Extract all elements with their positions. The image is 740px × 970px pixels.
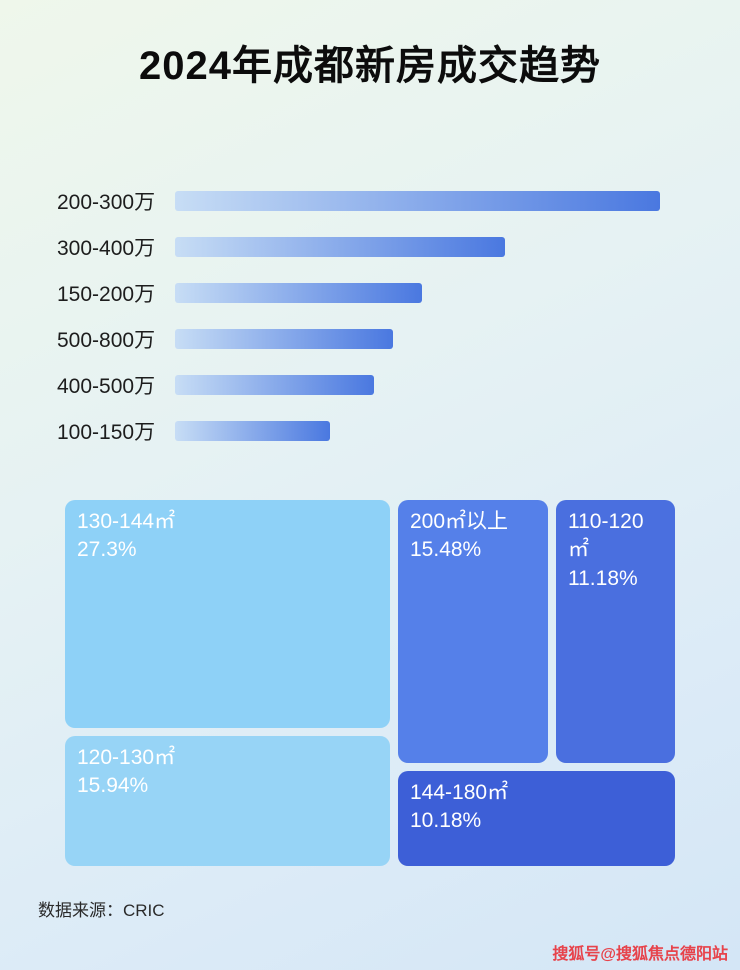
bar-track [175, 421, 660, 441]
bar-label: 400-500万 [57, 375, 156, 398]
treemap-right-column: 200㎡以上 15.48% 110-120㎡ 11.18% 144-180㎡ 1… [398, 500, 675, 866]
treemap-block-value: 15.48% [410, 538, 482, 562]
bar-track [175, 283, 660, 303]
treemap-block-value: 10.18% [410, 809, 482, 833]
bar [175, 329, 394, 349]
treemap-block-label: 110-120㎡ [568, 510, 644, 562]
watermark: 搜狐号@搜狐焦点德阳站 [552, 946, 728, 963]
treemap-block-110-120: 110-120㎡ 11.18% [556, 500, 675, 763]
bar [175, 237, 505, 257]
treemap-block-label: 120-130㎡ [77, 746, 176, 769]
bar-label: 100-150万 [57, 421, 156, 444]
price-range-bar-chart: 200-300万 300-400万 150-200万 500-800万 400-… [0, 178, 740, 454]
treemap-right-top-row: 200㎡以上 15.48% 110-120㎡ 11.18% [398, 500, 675, 763]
bar-label: 200-300万 [57, 191, 156, 214]
bar [175, 421, 331, 441]
treemap-block-label: 130-144㎡ [77, 510, 176, 533]
bar-label: 150-200万 [57, 283, 156, 306]
bar-label: 300-400万 [57, 237, 156, 260]
bar-row: 300-400万 [57, 224, 660, 270]
treemap-block-120-130: 120-130㎡ 15.94% [65, 736, 390, 866]
bar-row: 500-800万 [57, 316, 660, 362]
data-source: 数据来源：CRIC [38, 901, 165, 920]
bar [175, 191, 660, 211]
bar-track [175, 191, 660, 211]
treemap-block-130-144: 130-144㎡ 27.3% [65, 500, 390, 728]
treemap-block-label: 200㎡以上 [410, 510, 509, 533]
bar-row: 400-500万 [57, 362, 660, 408]
treemap-block-value: 11.18% [568, 566, 638, 590]
area-share-treemap: 130-144㎡ 27.3% 120-130㎡ 15.94% 200㎡以上 15… [65, 500, 675, 866]
treemap-block-value: 27.3% [77, 538, 137, 562]
bar [175, 375, 374, 395]
bar-track [175, 375, 660, 395]
treemap-block-144-180: 144-180㎡ 10.18% [398, 771, 675, 866]
treemap-left-column: 130-144㎡ 27.3% 120-130㎡ 15.94% [65, 500, 390, 866]
bar-label: 500-800万 [57, 329, 156, 352]
treemap-block-200-plus: 200㎡以上 15.48% [398, 500, 548, 763]
bar-track [175, 329, 660, 349]
treemap-block-label: 144-180㎡ [410, 781, 509, 804]
bar [175, 283, 423, 303]
bar-row: 200-300万 [57, 178, 660, 224]
treemap-block-value: 15.94% [77, 774, 149, 798]
bar-row: 150-200万 [57, 270, 660, 316]
bar-track [175, 237, 660, 257]
bar-row: 100-150万 [57, 408, 660, 454]
page-title: 2024年成都新房成交趋势 [139, 44, 601, 88]
